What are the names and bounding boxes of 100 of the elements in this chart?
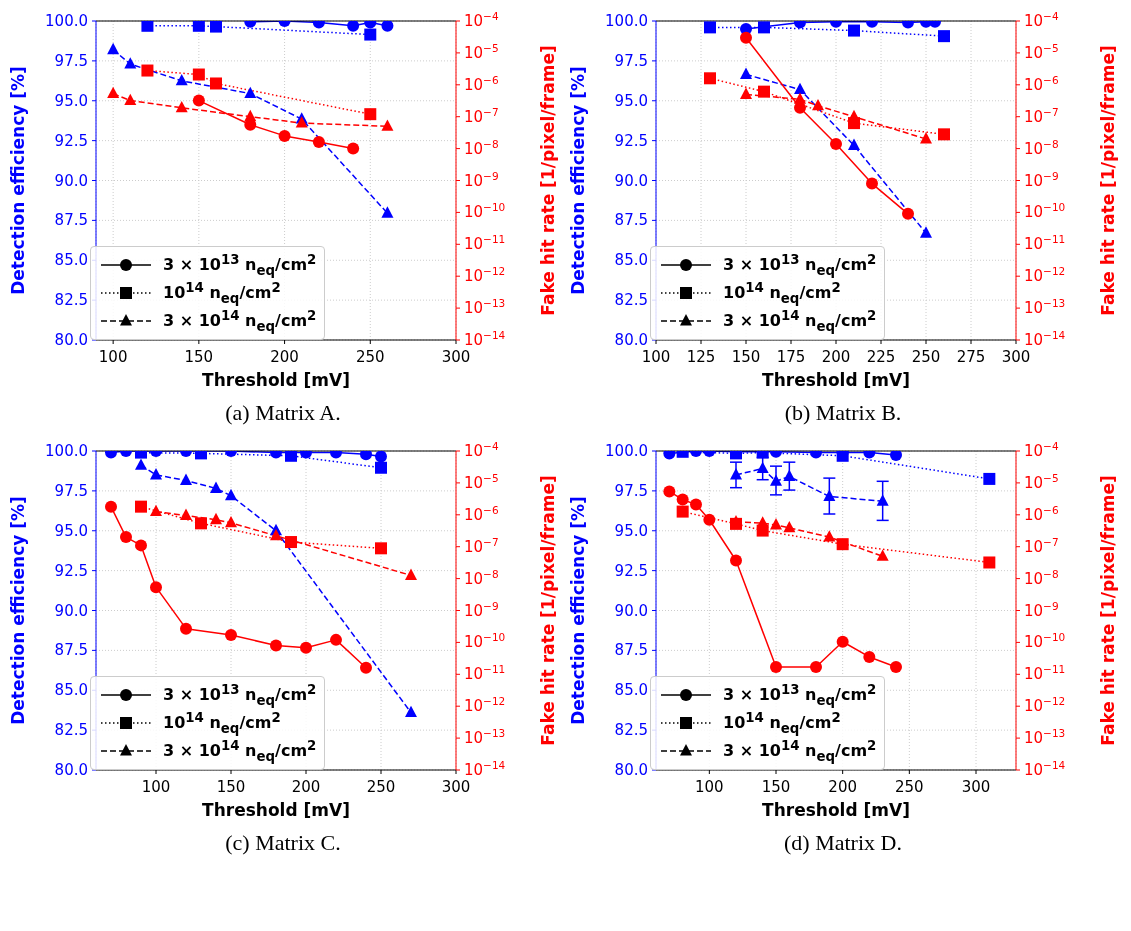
point <box>810 660 822 673</box>
annotation: 3 × 10$^{14}$ n$_{eq}$/cm$^{2}$ <box>163 308 317 334</box>
point <box>300 641 312 654</box>
x-tick-label: 100 <box>98 348 128 366</box>
y2-tick-label: 10$^{−8}$ <box>464 567 499 588</box>
x-tick-label: 100 <box>641 348 671 366</box>
y2-tick-label: 10$^{−6}$ <box>1024 503 1059 524</box>
y-tick-label: 80.0 <box>614 761 648 779</box>
x-tick-label: 250 <box>895 778 924 796</box>
x-tick-label: 300 <box>961 778 991 796</box>
y2-tick-label: 10$^{−8}$ <box>1024 567 1059 588</box>
y2-tick-label: 10$^{−12}$ <box>1024 265 1066 286</box>
key-box: 3 × 10$^{13}$ n$_{eq}$/cm$^{2}$ 10$^{14}$ n$_{eq}$/cm$^{2}$ 3 × 10$^{14}$ n$_{eq}$/cm$^{2}$ <box>650 246 886 340</box>
annotation: 3 × 10$^{13}$ n$_{eq}$/cm$^{2}$ <box>723 682 877 708</box>
y2-tick-label: 10$^{−7}$ <box>1024 535 1059 556</box>
y-tick-label: 97.5 <box>614 51 648 70</box>
y2-tick-label: 10$^{−13}$ <box>1024 297 1066 318</box>
point <box>836 635 849 648</box>
y2-tick-label: 10$^{−11}$ <box>1024 663 1066 684</box>
x-tick-label: 250 <box>366 778 396 796</box>
point <box>244 109 257 122</box>
y-axis-title: Detection efficiency [%] <box>568 496 589 725</box>
text: (d) Matrix D. <box>783 830 903 856</box>
y2-tick-label: 10$^{−11}$ <box>464 233 506 254</box>
y2-tick-label: 10$^{−13}$ <box>464 727 506 748</box>
point <box>794 92 806 104</box>
point <box>676 505 689 518</box>
text: (a) Matrix A. <box>224 400 342 426</box>
y2-tick-label: 10$^{−8}$ <box>1024 137 1059 158</box>
y2-tick-label: 10$^{−7}$ <box>464 535 499 556</box>
y2-tick-label: 10$^{−4}$ <box>1024 440 1059 460</box>
point <box>278 129 291 142</box>
point <box>663 485 676 498</box>
y2-tick-label: 10$^{−14}$ <box>1024 759 1066 779</box>
y2-tick-label: 10$^{−9}$ <box>464 169 499 190</box>
point <box>135 539 147 552</box>
point <box>312 136 325 149</box>
point <box>375 542 387 555</box>
y-tick-label: 90.0 <box>54 171 88 190</box>
x-tick-label: 200 <box>270 348 299 366</box>
y2-tick-label: 10$^{−10}$ <box>464 631 506 652</box>
point <box>863 650 876 663</box>
y-tick-label: 87.5 <box>54 211 88 230</box>
y-tick-label: 100.0 <box>605 12 648 30</box>
y2-tick-label: 10$^{−12}$ <box>464 265 506 286</box>
y-tick-label: 80.0 <box>54 331 88 349</box>
point <box>360 451 372 461</box>
point <box>770 660 782 673</box>
x-tick-label: 275 <box>956 348 986 366</box>
x-axis-title: Threshold [mV] <box>202 800 350 820</box>
y2-tick-label: 10$^{−4}$ <box>1024 10 1059 30</box>
x-tick-label: 150 <box>731 348 761 366</box>
y-tick-label: 87.5 <box>614 211 648 230</box>
point <box>740 31 752 44</box>
point <box>330 633 342 646</box>
point <box>902 207 914 220</box>
point <box>704 72 716 85</box>
point <box>938 128 950 141</box>
point <box>405 705 417 718</box>
point <box>381 119 394 131</box>
y-tick-label: 100.0 <box>45 12 88 30</box>
point <box>836 538 849 551</box>
y2-tick-label: 10$^{−5}$ <box>464 41 499 62</box>
y2-axis-title: Fake hit rate [1/pixel/frame] <box>538 475 559 746</box>
y2-tick-label: 10$^{−10}$ <box>464 201 506 222</box>
point <box>124 93 137 106</box>
y2-tick-label: 10$^{−6}$ <box>1024 73 1059 94</box>
y2-tick-label: 10$^{−13}$ <box>1024 727 1066 748</box>
y-tick-label: 92.5 <box>614 561 648 580</box>
key-box: 3 × 10$^{13}$ n$_{eq}$/cm$^{2}$ 10$^{14}$ n$_{eq}$/cm$^{2}$ 3 × 10$^{14}$ n$_{eq}$/cm$^{2}$ <box>90 246 326 340</box>
x-tick-label: 300 <box>441 348 471 366</box>
point <box>195 517 207 530</box>
y-tick-label: 87.5 <box>54 641 88 660</box>
point <box>364 108 377 121</box>
y-tick-label: 100.0 <box>605 442 648 460</box>
point <box>405 568 417 580</box>
y-tick-label: 82.5 <box>614 291 648 310</box>
x-tick-label: 250 <box>355 348 385 366</box>
y2-tick-label: 10$^{−14}$ <box>1024 329 1066 349</box>
x-tick-label: 150 <box>184 348 214 366</box>
annotation: 10$^{14}$ n$_{eq}$/cm$^{2}$ <box>163 280 281 306</box>
y2-tick-label: 10$^{−9}$ <box>1024 599 1059 620</box>
x-axis-title: Threshold [mV] <box>762 370 910 390</box>
point <box>783 520 796 533</box>
text: (b) Matrix B. <box>783 400 903 426</box>
x-tick-label: 300 <box>1001 348 1031 366</box>
annotation: 3 × 10$^{14}$ n$_{eq}$/cm$^{2}$ <box>163 738 317 764</box>
y-tick-label: 95.0 <box>54 521 88 540</box>
y-tick-label: 92.5 <box>54 131 88 150</box>
y-axis-title: Detection efficiency [%] <box>8 66 29 295</box>
y2-tick-label: 10$^{−5}$ <box>1024 471 1059 492</box>
x-axis-title: Threshold [mV] <box>762 800 910 820</box>
point <box>192 94 205 107</box>
y-tick-label: 90.0 <box>54 601 88 620</box>
y-tick-label: 92.5 <box>614 131 648 150</box>
y2-tick-label: 10$^{−10}$ <box>1024 201 1066 222</box>
y-tick-label: 85.0 <box>54 681 88 700</box>
x-tick-label: 200 <box>828 778 857 796</box>
y2-tick-label: 10$^{−8}$ <box>464 137 499 158</box>
y-tick-label: 97.5 <box>54 51 88 70</box>
